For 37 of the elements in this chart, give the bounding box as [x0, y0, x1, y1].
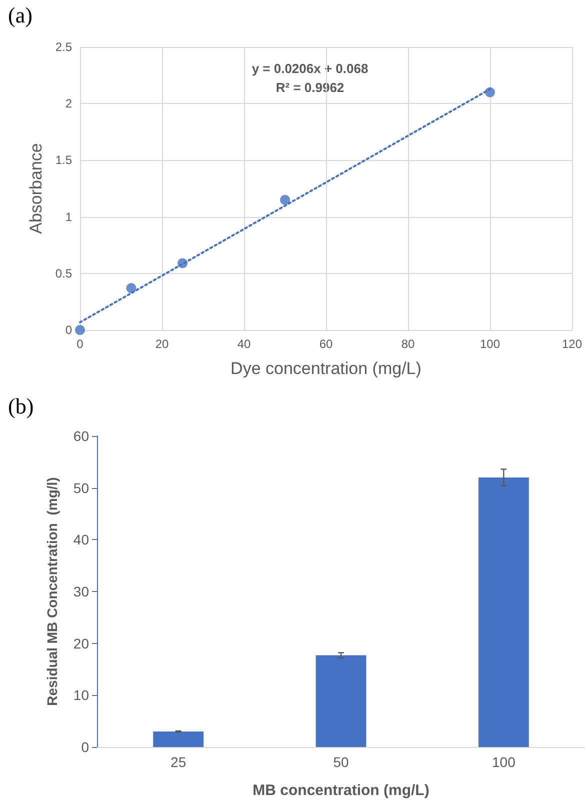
y-tick-label: 0: [81, 739, 90, 755]
annotation: R² = 0.9962: [276, 80, 344, 95]
y-tick-label: 30: [73, 584, 90, 600]
y-tick-label: 2: [65, 96, 72, 111]
x-tick-label: 120: [562, 337, 582, 351]
y-tick-label: 20: [73, 635, 90, 652]
y-tick-label: 1.5: [55, 153, 72, 168]
x-tick-label: 100: [480, 337, 500, 351]
x-tick-label: 20: [155, 337, 169, 351]
y-axis-title: Absorbance: [26, 143, 46, 234]
x-tick-label: 60: [319, 337, 333, 351]
bar: [316, 655, 366, 747]
chart-title: (b): [8, 394, 34, 418]
y-axis-title: Residual MB Concentration (mg/l): [44, 477, 60, 706]
y-tick-label: 60: [73, 428, 90, 444]
point: [178, 258, 188, 268]
y-tick-label: 1: [65, 210, 72, 224]
y-tick-label: 40: [73, 532, 90, 548]
y-tick-label: 0: [65, 323, 72, 337]
x-axis-title: Dye concentration (mg/L): [230, 359, 422, 378]
y-tick-label: 50: [73, 480, 90, 496]
y-tick-label: 2.5: [55, 40, 72, 54]
point: [126, 283, 136, 294]
point: [485, 87, 495, 98]
chart-title: (a): [8, 2, 32, 28]
x-tick-label: 80: [401, 337, 415, 351]
x-tick-label: 25: [170, 754, 186, 770]
x-tick-label: 50: [333, 754, 349, 770]
point: [75, 325, 85, 335]
x-tick-label: 100: [492, 754, 516, 770]
bar: [478, 477, 529, 747]
y-tick-label: 10: [73, 687, 90, 704]
bar: [153, 731, 204, 747]
point: [280, 194, 290, 205]
x-axis-title: MB concentration (mg/L): [252, 782, 430, 799]
y-tick-label: 0.5: [55, 266, 72, 280]
x-tick-label: 40: [237, 337, 251, 351]
